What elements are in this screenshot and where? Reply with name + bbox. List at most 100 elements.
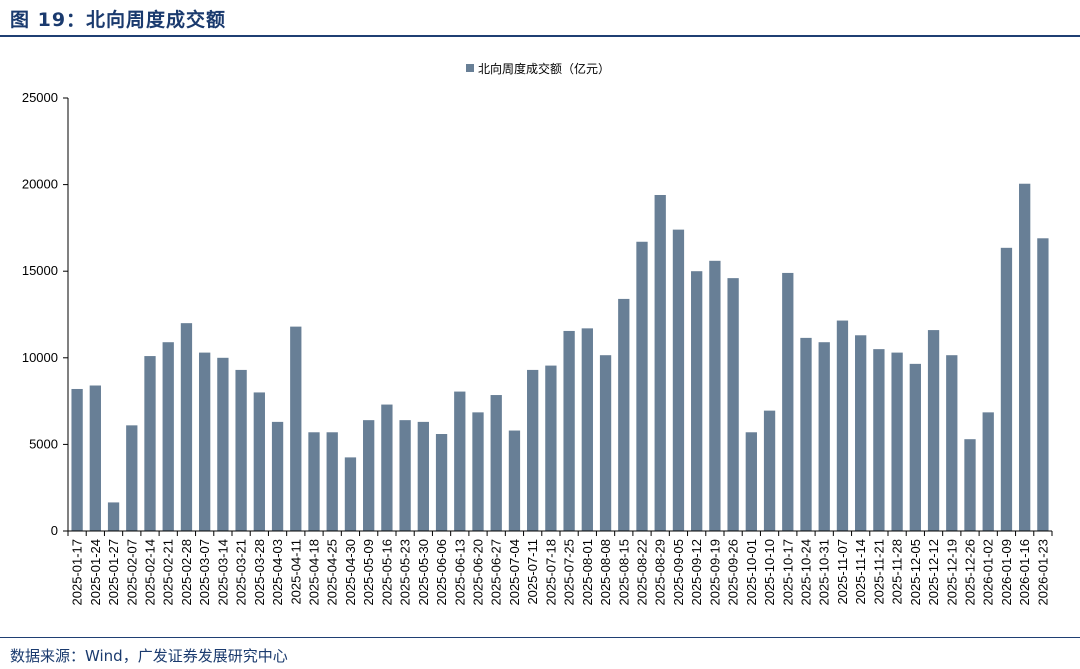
bar: [472, 412, 484, 531]
bar: [691, 271, 703, 531]
top-rule: [0, 35, 1080, 37]
x-tick-label: 2025-08-29: [653, 539, 668, 606]
bar: [709, 260, 721, 531]
bar: [199, 352, 211, 531]
y-tick-label: 10000: [22, 350, 58, 365]
x-tick-label: 2025-03-07: [197, 539, 212, 606]
bar: [180, 323, 193, 531]
bar: [836, 320, 849, 531]
x-tick-label: 2025-01-27: [106, 539, 121, 606]
x-tick-label: 2025-05-16: [379, 539, 394, 606]
bar: [946, 355, 958, 531]
bar: [855, 335, 867, 531]
x-tick-label: 2025-10-17: [780, 539, 795, 606]
y-tick-label: 15000: [22, 263, 58, 278]
bar: [253, 392, 265, 531]
x-tick-label: 2025-02-14: [143, 539, 158, 606]
bar: [290, 326, 302, 531]
x-tick-label: 2025-05-09: [361, 539, 376, 606]
bar: [909, 363, 921, 531]
bar: [308, 432, 320, 531]
x-tick-label: 2025-12-26: [963, 539, 978, 606]
x-tick-label: 2025-09-26: [726, 539, 741, 606]
x-tick-label: 2025-02-21: [161, 539, 176, 606]
x-tick-label: 2025-08-22: [635, 539, 650, 606]
y-tick-label: 5000: [29, 436, 58, 451]
bar: [326, 432, 338, 531]
bar: [126, 425, 138, 531]
x-tick-label: 2025-03-21: [234, 539, 249, 606]
bar: [1037, 238, 1049, 532]
x-tick-label: 2025-05-30: [416, 539, 431, 606]
bar: [545, 365, 557, 531]
x-tick-label: 2025-10-31: [817, 539, 832, 606]
bar: [235, 369, 247, 531]
bar: [727, 278, 739, 531]
x-tick-label: 2026-01-02: [981, 539, 996, 606]
bar: [417, 421, 429, 531]
bar: [618, 298, 630, 531]
bar: [891, 352, 903, 531]
legend-label: 北向周度成交额（亿元）: [478, 61, 610, 76]
x-tick-label: 2026-01-09: [999, 539, 1014, 606]
x-tick-label: 2025-04-11: [288, 539, 303, 605]
legend-swatch: [466, 64, 474, 72]
bar: [982, 412, 994, 531]
bar: [162, 342, 174, 531]
x-axis: 2025-01-17 2025-01-24 2025-01-27 2025-02-07…: [67, 530, 1053, 606]
x-tick-label: 2025-11-07: [835, 539, 850, 605]
x-tick-label: 2025-10-24: [799, 539, 814, 606]
bar: [381, 404, 393, 531]
x-tick-label: 2025-04-25: [325, 539, 340, 606]
y-tick-label: 25000: [22, 90, 58, 105]
x-tick-label: 2025-02-07: [124, 539, 139, 606]
x-tick-label: 2025-11-21: [871, 539, 886, 605]
x-tick-label: 2025-06-20: [471, 539, 486, 606]
x-tick-label: 2025-12-12: [926, 539, 941, 606]
x-tick-label: 2025-09-19: [707, 539, 722, 606]
x-tick-label: 2025-12-19: [944, 539, 959, 606]
x-tick-label: 2025-11-28: [890, 539, 905, 605]
bar: [745, 432, 757, 531]
x-tick-label: 2025-06-06: [434, 539, 449, 606]
x-tick-label: 2025-08-15: [616, 539, 631, 606]
bar: [800, 337, 812, 531]
x-tick-label: 2025-12-05: [908, 539, 923, 606]
bar: [636, 241, 648, 531]
bar: [818, 342, 830, 531]
bar: [344, 457, 357, 531]
x-tick-label: 2025-08-08: [598, 539, 613, 606]
x-tick-label: 2025-04-18: [307, 539, 322, 606]
bar: [654, 194, 666, 532]
x-tick-label: 2025-08-01: [580, 539, 595, 606]
bar: [71, 388, 83, 531]
x-tick-label: 2025-09-12: [689, 539, 704, 606]
bar: [927, 330, 940, 531]
y-tick-label: 20000: [22, 177, 58, 192]
bar-chart: 北向周度成交额（亿元） 0 5000 10000 15000 20000 25000 20…: [22, 61, 1053, 606]
bar: [873, 349, 885, 531]
y-axis: 0 5000 10000 15000 20000 25000: [22, 90, 69, 538]
x-tick-label: 2025-07-04: [507, 539, 522, 606]
x-tick-label: 2025-05-23: [398, 539, 413, 606]
figure-header: 图 19：北向周度成交额: [0, 0, 1080, 36]
x-tick-label: 2025-04-30: [343, 539, 358, 606]
bar: [1000, 247, 1013, 531]
bar: [107, 502, 120, 531]
bar: [527, 369, 539, 531]
x-tick-label: 2025-07-25: [562, 539, 577, 606]
bar: [563, 330, 575, 531]
x-tick-label: 2025-09-05: [671, 539, 686, 606]
bar: [581, 328, 593, 531]
x-tick-label: 2025-06-13: [452, 539, 467, 606]
bar: [599, 355, 612, 531]
x-tick-label: 2025-07-18: [543, 539, 558, 606]
bar: [490, 395, 502, 531]
bottom-rule: [0, 637, 1080, 638]
bar: [435, 434, 448, 531]
x-tick-label: 2025-06-27: [489, 539, 504, 606]
source-note: 数据来源：Wind，广发证券发展研究中心: [10, 647, 288, 665]
x-tick-label: 2026-01-23: [1035, 539, 1050, 606]
x-tick-label: 2025-10-01: [744, 539, 759, 606]
bar: [89, 385, 101, 531]
